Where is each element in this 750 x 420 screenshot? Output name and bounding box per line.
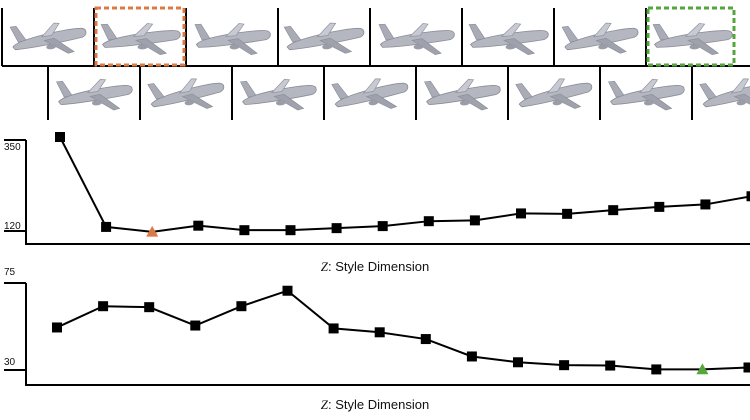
bottom-data-point (420, 334, 431, 345)
bottom-series-line (56, 289, 749, 371)
airplane-icon (652, 18, 735, 59)
airplane-icon (561, 16, 642, 62)
highlight-green-box (646, 6, 736, 67)
top-data-point (239, 225, 250, 236)
bottom-ytick-label-high: 75 (4, 267, 16, 278)
airplane-icon (147, 71, 228, 119)
top-data-point (55, 132, 65, 142)
bottom-data-point (98, 301, 109, 312)
top-highlight-point (146, 225, 159, 237)
bottom-series (52, 285, 750, 375)
airplane-icon (283, 16, 368, 62)
airplane-icon (378, 18, 457, 59)
bottom-data-point (282, 285, 293, 296)
airplane-icon (100, 18, 183, 59)
top-data-point (746, 191, 750, 202)
bottom-data-point (236, 301, 247, 312)
thumbnail-strip (1, 6, 750, 120)
bottom-data-point (513, 357, 523, 368)
airplane-icon (9, 16, 90, 62)
top-x-axis-label: Z: Style Dimension (0, 259, 750, 275)
bottom-data-point (743, 362, 750, 373)
top-data-point (377, 221, 388, 232)
bottom-x-axis-variable: Z (320, 397, 329, 412)
bottom-ytick-label-low: 30 (4, 357, 16, 368)
top-data-point (608, 205, 619, 216)
top-line-chart: 350 120 (4, 132, 750, 245)
top-data-point (516, 208, 526, 219)
top-data-point (423, 216, 434, 227)
airplane-icon (194, 18, 273, 59)
highlight-orange-box (94, 6, 186, 67)
bottom-data-point (466, 351, 477, 362)
bottom-data-point (144, 302, 155, 313)
bottom-data-point (374, 327, 385, 338)
top-data-point (285, 225, 296, 236)
top-series (55, 132, 750, 237)
airplane-icon (56, 73, 135, 117)
top-ytick-label-high: 350 (4, 142, 21, 153)
airplane-icon (515, 71, 596, 119)
airplane-icon (699, 71, 750, 119)
bottom-x-axis-text: : Style Dimension (328, 397, 430, 412)
top-series-line (59, 136, 750, 233)
bottom-x-axis-label: Z: Style Dimension (0, 397, 750, 413)
top-x-axis-text: : Style Dimension (328, 259, 430, 274)
bottom-data-point (559, 360, 570, 371)
bottom-line-chart: 75 30 (4, 267, 750, 386)
bottom-data-point (190, 320, 201, 331)
top-data-point (469, 215, 480, 226)
top-data-point (654, 201, 665, 212)
top-data-point (193, 220, 204, 231)
bottom-data-point (605, 360, 616, 371)
airplane-icon (424, 73, 503, 117)
airplane-icon (240, 73, 319, 117)
top-x-axis-variable: Z (320, 259, 329, 274)
bottom-highlight-point (696, 363, 709, 375)
airplane-icon (468, 18, 551, 59)
bottom-data-point (651, 364, 662, 375)
airplane-icon (608, 73, 687, 117)
bottom-data-point (52, 322, 62, 333)
top-y-axis: 350 120 (4, 139, 750, 245)
top-data-point (101, 221, 112, 232)
airplane-icon (331, 71, 412, 119)
top-data-point (331, 223, 342, 234)
bottom-data-point (328, 323, 339, 334)
top-data-point (700, 199, 711, 210)
top-data-point (562, 208, 573, 219)
top-ytick-label-low: 120 (4, 221, 21, 232)
bottom-y-axis: 75 30 (4, 267, 750, 386)
